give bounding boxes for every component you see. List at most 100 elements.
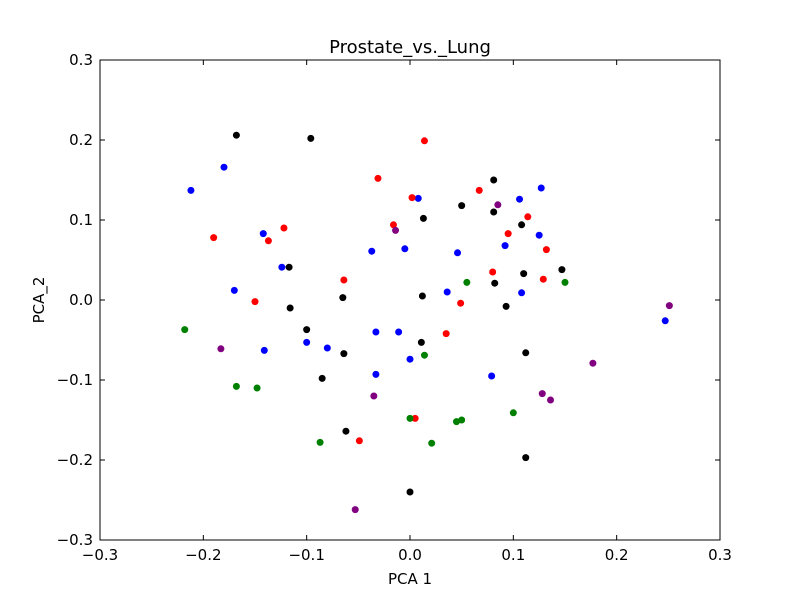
data-point	[370, 392, 378, 400]
data-point	[420, 137, 428, 145]
y-axis-label: PCA_2	[30, 277, 49, 324]
data-point	[501, 242, 509, 250]
data-point	[458, 202, 466, 210]
data-point	[538, 390, 546, 398]
data-point	[303, 338, 311, 346]
data-point	[418, 292, 426, 300]
data-point	[286, 304, 294, 312]
data-point	[457, 299, 465, 307]
data-point	[558, 266, 566, 274]
data-point	[516, 195, 524, 203]
data-point	[535, 231, 543, 239]
data-point	[661, 317, 669, 325]
data-point	[316, 438, 324, 446]
data-point	[542, 246, 550, 254]
data-point	[406, 355, 414, 363]
data-point	[524, 213, 532, 221]
data-point	[392, 226, 400, 234]
y-tick-label: 0.1	[69, 211, 93, 229]
data-point	[303, 326, 311, 334]
data-point	[520, 270, 528, 278]
data-point	[278, 263, 286, 271]
data-point	[264, 237, 272, 245]
data-point	[419, 214, 427, 222]
data-point	[494, 201, 502, 209]
y-tick-label: −0.1	[57, 371, 93, 389]
x-tick-label: −0.2	[185, 546, 221, 564]
data-point	[340, 276, 348, 284]
data-point	[259, 230, 267, 238]
y-tick-label: −0.3	[57, 531, 93, 549]
x-tick-label: 0.3	[708, 546, 732, 564]
points-layer	[181, 131, 673, 514]
data-point	[454, 249, 462, 257]
y-tick-label: 0.0	[69, 291, 93, 309]
data-point	[340, 350, 348, 358]
data-point	[251, 298, 259, 306]
ticks-layer: −0.3 −0.2 −0.1 0.0 0.1 0.2 0.3 0.3 0.2 0.1 0.0 −0.1…	[57, 51, 732, 564]
data-point	[280, 224, 288, 232]
chart-title: Prostate_vs._Lung	[329, 37, 491, 58]
data-point	[489, 268, 497, 276]
data-point	[187, 186, 195, 194]
data-point	[401, 245, 409, 253]
data-point	[230, 286, 238, 294]
data-point	[490, 176, 498, 184]
data-point	[539, 275, 547, 283]
data-point	[217, 345, 225, 353]
data-point	[411, 414, 419, 422]
data-point	[372, 370, 380, 378]
data-point	[260, 346, 268, 354]
data-point	[509, 409, 517, 417]
x-axis-label: PCA 1	[388, 570, 432, 588]
data-point	[547, 396, 555, 404]
data-point	[372, 328, 380, 336]
data-point	[323, 344, 331, 352]
data-point	[285, 263, 293, 271]
data-point	[502, 302, 510, 310]
x-tick-label: −0.1	[288, 546, 324, 564]
data-point	[665, 302, 673, 310]
data-point	[458, 416, 466, 424]
data-point	[537, 184, 545, 192]
data-point	[518, 221, 526, 229]
data-point	[443, 288, 451, 296]
data-point	[406, 414, 414, 422]
y-tick-label: 0.2	[69, 131, 93, 149]
plot-frame	[99, 59, 721, 541]
data-point	[232, 131, 240, 139]
data-point	[351, 506, 359, 514]
data-point	[442, 330, 450, 338]
x-tick-label: −0.3	[82, 546, 118, 564]
data-point	[475, 186, 483, 194]
data-point	[232, 382, 240, 390]
data-point	[428, 439, 436, 447]
data-point	[374, 174, 382, 182]
data-point	[488, 372, 496, 380]
data-point	[210, 234, 218, 242]
data-point	[504, 230, 512, 238]
data-point	[408, 194, 416, 202]
data-point	[355, 437, 363, 445]
data-point	[490, 208, 498, 216]
x-tick-label: 0.1	[501, 546, 525, 564]
data-point	[395, 328, 403, 336]
data-point	[491, 279, 499, 287]
data-point	[220, 163, 228, 171]
data-point	[463, 278, 471, 286]
x-tick-label: 0.2	[605, 546, 629, 564]
data-point	[181, 326, 189, 334]
data-point	[342, 427, 350, 435]
data-point	[368, 247, 376, 255]
data-point	[522, 349, 530, 357]
data-point	[420, 351, 428, 359]
data-point	[307, 134, 315, 142]
x-tick-label: 0.0	[398, 546, 422, 564]
data-point	[318, 374, 326, 382]
data-point	[522, 454, 530, 462]
data-point	[389, 221, 397, 229]
data-point	[417, 338, 425, 346]
data-point	[406, 488, 414, 496]
y-tick-label: 0.3	[69, 51, 93, 69]
